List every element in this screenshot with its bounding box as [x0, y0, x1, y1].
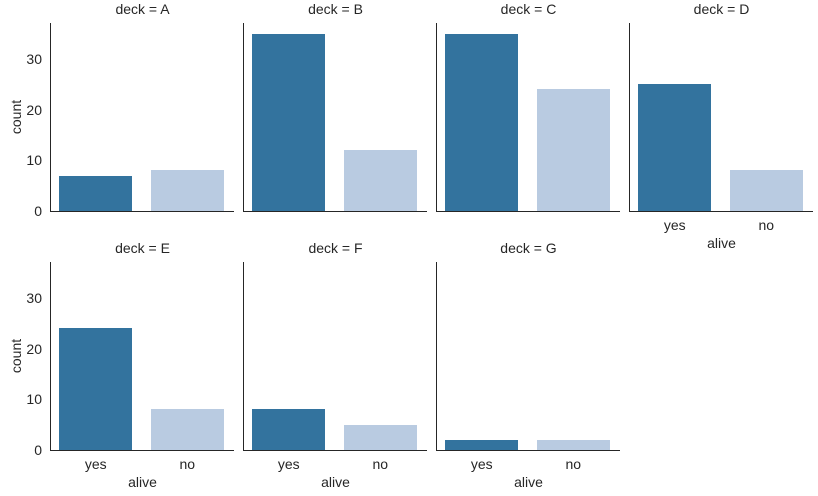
x-axis-title: alive — [707, 235, 736, 251]
x-tick-label: yes — [470, 456, 493, 472]
facet-panel: deck = A 0 10 20 30 count — [8, 1, 234, 219]
x-tick-label: no — [758, 217, 775, 233]
facet-panel: deck = C — [436, 1, 620, 212]
x-tick-label: no — [179, 456, 196, 472]
bar-alive-yes — [59, 328, 133, 450]
facet-panel: deck = E 0 10 20 30 count yes no alive — [8, 240, 234, 490]
y-axis-title: count — [8, 338, 24, 374]
facet-title: deck = F — [308, 240, 363, 256]
bar-alive-yes — [445, 439, 519, 450]
bar-alive-no — [150, 409, 224, 450]
bar-alive-no — [536, 439, 610, 450]
facet-panel: deck = G yes no alive — [436, 240, 620, 490]
y-tick-label: 20 — [26, 101, 42, 118]
x-axis-title: alive — [321, 474, 350, 490]
bar-alive-yes — [252, 33, 326, 211]
x-tick-label: yes — [663, 217, 686, 233]
facet-panel: deck = F yes no alive — [243, 240, 427, 490]
y-tick-label: 0 — [34, 442, 42, 458]
y-tick-label: 30 — [26, 289, 42, 306]
bar-alive-yes — [638, 84, 712, 211]
x-tick-label: no — [372, 456, 389, 472]
bar-alive-no — [536, 89, 610, 211]
y-axis-title: count — [8, 99, 24, 135]
bar-alive-no — [150, 170, 224, 211]
facet-title: deck = A — [115, 1, 170, 17]
facet-title: deck = D — [693, 1, 750, 17]
x-tick-label: yes — [84, 456, 107, 472]
x-tick-label: no — [565, 456, 582, 472]
facet-title: deck = G — [500, 240, 557, 256]
facet-title: deck = C — [500, 1, 557, 17]
x-axis-title: alive — [514, 474, 543, 490]
x-axis-title: alive — [128, 474, 157, 490]
facet-panel: deck = B — [243, 1, 427, 212]
facet-title: deck = E — [115, 240, 170, 256]
y-tick-label: 10 — [26, 152, 42, 169]
bar-alive-yes — [252, 409, 326, 450]
bar-alive-no — [343, 150, 417, 211]
bar-alive-yes — [445, 33, 519, 211]
bar-alive-yes — [59, 175, 133, 211]
facet-title: deck = B — [308, 1, 363, 17]
facet-panel: deck = D yes no alive — [629, 1, 813, 251]
y-tick-label: 0 — [34, 203, 42, 219]
bar-alive-no — [729, 170, 803, 211]
y-tick-label: 20 — [26, 340, 42, 357]
bar-alive-no — [343, 424, 417, 450]
x-tick-label: yes — [277, 456, 300, 472]
y-tick-label: 30 — [26, 50, 42, 67]
y-tick-label: 10 — [26, 391, 42, 408]
